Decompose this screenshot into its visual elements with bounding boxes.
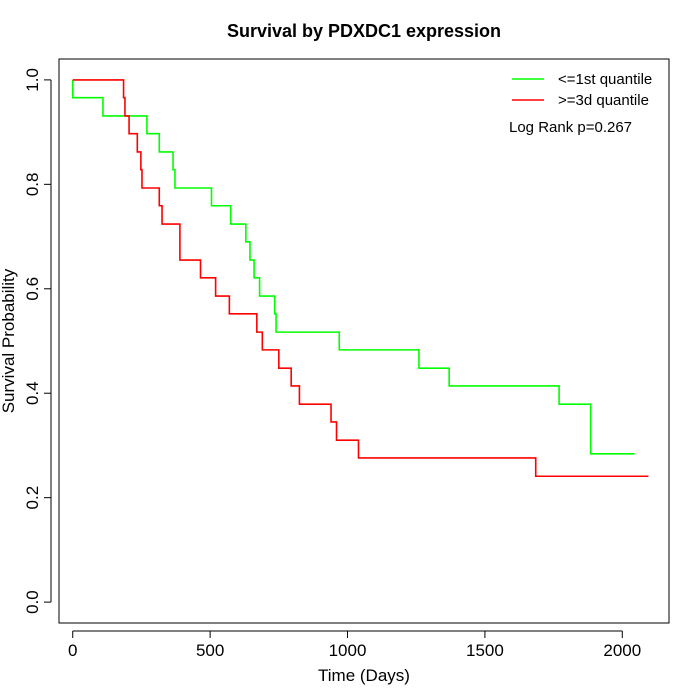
log-rank-annotation: Log Rank p=0.267 xyxy=(509,119,632,136)
chart-title: Survival by PDXDC1 expression xyxy=(227,21,501,41)
x-axis: 0 500 1000 1500 2000 xyxy=(68,630,641,660)
y-tick-label: 0.6 xyxy=(23,277,42,301)
x-tick-label: 500 xyxy=(196,641,224,660)
y-axis: 0.0 0.2 0.4 0.6 0.8 1.0 xyxy=(23,68,52,614)
y-tick-label: 0.4 xyxy=(23,381,42,405)
x-tick-label: 1500 xyxy=(466,641,504,660)
y-axis-label: Survival Probability xyxy=(0,268,18,413)
x-tick-label: 1000 xyxy=(329,641,367,660)
x-tick-label: 2000 xyxy=(603,641,641,660)
y-tick-label: 1.0 xyxy=(23,68,42,92)
y-tick-label: 0.8 xyxy=(23,173,42,197)
x-tick-label: 0 xyxy=(68,641,77,660)
series-layer xyxy=(71,79,649,478)
survival-curve-high xyxy=(72,79,649,478)
survival-curve-low xyxy=(71,79,635,455)
plot-frame xyxy=(58,58,670,624)
y-tick-label: 0.0 xyxy=(23,590,42,614)
y-tick-label: 0.2 xyxy=(23,486,42,510)
legend-label: <=1st quantile xyxy=(558,71,652,88)
x-axis-label: Time (Days) xyxy=(318,666,410,685)
legend-label: >=3d quantile xyxy=(558,92,649,109)
legend: <=1st quantile >=3d quantile xyxy=(512,71,652,109)
